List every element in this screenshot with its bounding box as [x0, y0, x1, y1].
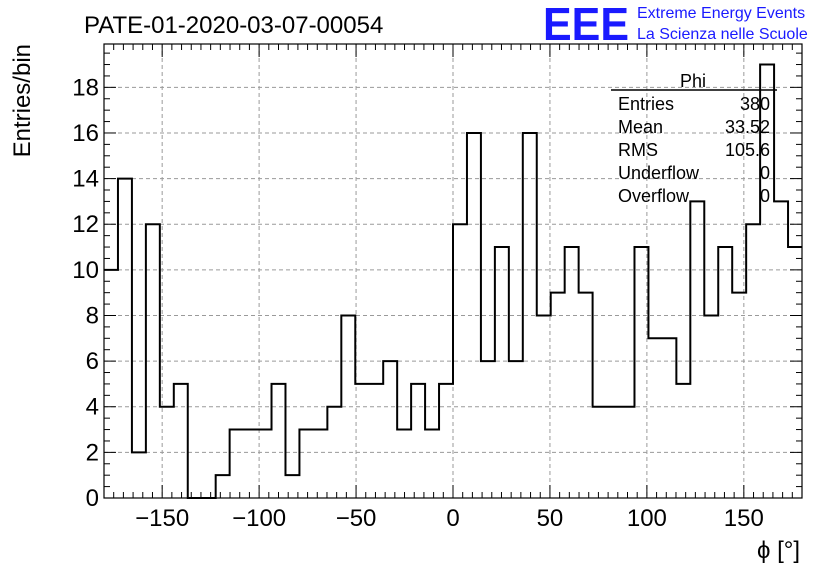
y-tick-label: 12: [72, 211, 99, 238]
stats-value-underflow: 0: [760, 163, 770, 183]
eee-logo: EEE Extreme Energy Events La Scienza nel…: [543, 0, 808, 50]
stats-value-overflow: 0: [760, 186, 770, 206]
x-tick-label: 150: [724, 505, 764, 532]
y-tick-labels: 0 2 4 6 8 10 12 14 16 18: [72, 74, 99, 512]
y-tick-label: 16: [72, 120, 99, 147]
y-tick-label: 14: [72, 166, 99, 193]
histogram-line: [104, 63, 802, 499]
y-tick-label: 10: [72, 257, 99, 284]
y-tick-label: 2: [86, 439, 99, 466]
y-axis-label: Entries/bin: [9, 44, 36, 157]
stats-box: Phi Entries 380 Mean 33.52 RMS 105.6 Und…: [611, 71, 777, 206]
eee-logo-mark: EEE: [543, 0, 629, 50]
x-tick-label: 0: [446, 505, 459, 532]
eee-logo-line2: La Scienza nelle Scuole: [637, 26, 808, 43]
y-tick-label: 18: [72, 74, 99, 101]
axis-ticks: [104, 44, 802, 499]
x-tick-label: −100: [232, 505, 286, 532]
y-tick-label: 8: [86, 302, 99, 329]
stats-label-underflow: Underflow: [618, 163, 700, 183]
stats-label-mean: Mean: [618, 117, 663, 137]
x-tick-label: 50: [537, 505, 564, 532]
eee-logo-line1: Extreme Energy Events: [637, 5, 805, 22]
stats-title: Phi: [680, 71, 706, 91]
chart-title: PATE-01-2020-03-07-00054: [84, 12, 383, 39]
x-tick-labels: −150 −100 −50 0 50 100 150: [135, 505, 764, 532]
y-tick-label: 6: [86, 348, 99, 375]
x-tick-label: −50: [336, 505, 377, 532]
stats-value-entries: 380: [740, 94, 770, 114]
x-axis-label: ϕ [°]: [757, 537, 800, 564]
stats-label-entries: Entries: [618, 94, 674, 114]
stats-label-rms: RMS: [618, 140, 658, 160]
x-tick-label: 100: [627, 505, 667, 532]
y-tick-label: 4: [86, 394, 99, 421]
stats-label-overflow: Overflow: [618, 186, 690, 206]
stats-value-rms: 105.6: [725, 140, 770, 160]
y-tick-label: 0: [86, 485, 99, 512]
stats-value-mean: 33.52: [725, 117, 770, 137]
x-tick-label: −150: [135, 505, 189, 532]
